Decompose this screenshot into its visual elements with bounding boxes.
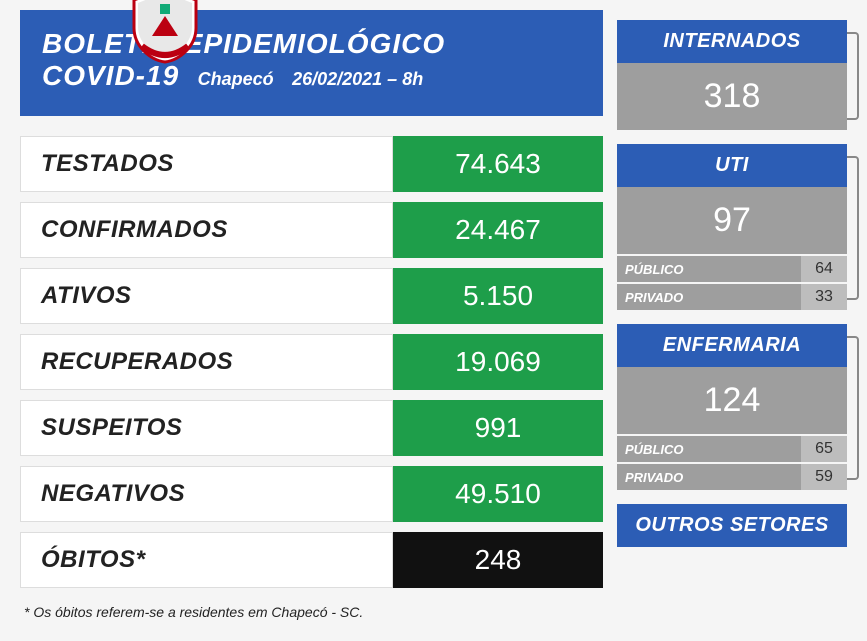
header-row2: COVID-19 Chapecó 26/02/2021 – 8h: [42, 60, 581, 92]
stat-label: ATIVOS: [20, 268, 393, 324]
uti-value: 97: [617, 187, 847, 254]
header-block: BOLETIM EPIDEMIOLÓGICO COVID-19 Chapecó …: [20, 10, 603, 116]
city-crest-icon: [130, 0, 200, 64]
stat-value: 991: [393, 400, 603, 456]
bracket-enfermaria: [847, 336, 859, 480]
stat-label: SUSPEITOS: [20, 400, 393, 456]
breakdown-value: 59: [801, 464, 847, 490]
breakdown-row: PRIVADO59: [617, 464, 847, 490]
breakdown-row: PRIVADO33: [617, 284, 847, 310]
header-title-line2: COVID-19: [42, 60, 179, 92]
right-column: INTERNADOS 318 UTI 97 PÚBLICO64PRIVADO33…: [617, 10, 847, 631]
stat-label: ÓBITOS*: [20, 532, 393, 588]
stat-value: 248: [393, 532, 603, 588]
enfermaria-block: ENFERMARIA 124 PÚBLICO65PRIVADO59: [617, 324, 847, 490]
breakdown-label: PÚBLICO: [617, 256, 801, 282]
stats-list: TESTADOS74.643CONFIRMADOS24.467ATIVOS5.1…: [20, 136, 603, 598]
header-datetime: 26/02/2021 – 8h: [292, 69, 423, 90]
stat-label: RECUPERADOS: [20, 334, 393, 390]
breakdown-label: PRIVADO: [617, 284, 801, 310]
breakdown-row: PÚBLICO64: [617, 256, 847, 282]
stat-row: TESTADOS74.643: [20, 136, 603, 192]
stat-row: NEGATIVOS49.510: [20, 466, 603, 522]
enfermaria-breakdown: PÚBLICO65PRIVADO59: [617, 436, 847, 490]
stat-value: 49.510: [393, 466, 603, 522]
enfermaria-value: 124: [617, 367, 847, 434]
bracket-uti: [847, 156, 859, 300]
stat-value: 24.467: [393, 202, 603, 258]
breakdown-label: PRIVADO: [617, 464, 801, 490]
footnote-text: * Os óbitos referem-se a residentes em C…: [20, 604, 603, 620]
breakdown-value: 33: [801, 284, 847, 310]
header-title-line1: BOLETIM EPIDEMIOLÓGICO: [42, 28, 581, 60]
bracket-internados: [847, 32, 859, 120]
uti-title: UTI: [617, 144, 847, 187]
stat-row: ATIVOS5.150: [20, 268, 603, 324]
bulletin-container: BOLETIM EPIDEMIOLÓGICO COVID-19 Chapecó …: [0, 0, 867, 641]
outros-block: OUTROS SETORES: [617, 504, 847, 547]
breakdown-value: 64: [801, 256, 847, 282]
outros-title: OUTROS SETORES: [617, 504, 847, 547]
stat-row: RECUPERADOS19.069: [20, 334, 603, 390]
stat-label: NEGATIVOS: [20, 466, 393, 522]
stat-value: 19.069: [393, 334, 603, 390]
breakdown-row: PÚBLICO65: [617, 436, 847, 462]
left-column: BOLETIM EPIDEMIOLÓGICO COVID-19 Chapecó …: [20, 10, 603, 631]
breakdown-value: 65: [801, 436, 847, 462]
stat-row: SUSPEITOS991: [20, 400, 603, 456]
breakdown-label: PÚBLICO: [617, 436, 801, 462]
stat-row: CONFIRMADOS24.467: [20, 202, 603, 258]
stat-label: CONFIRMADOS: [20, 202, 393, 258]
internados-value: 318: [617, 63, 847, 130]
internados-title: INTERNADOS: [617, 20, 847, 63]
stat-row: ÓBITOS*248: [20, 532, 603, 588]
uti-breakdown: PÚBLICO64PRIVADO33: [617, 256, 847, 310]
uti-block: UTI 97 PÚBLICO64PRIVADO33: [617, 144, 847, 310]
internados-block: INTERNADOS 318: [617, 20, 847, 130]
stat-value: 5.150: [393, 268, 603, 324]
header-city: Chapecó: [198, 69, 274, 90]
enfermaria-title: ENFERMARIA: [617, 324, 847, 367]
stat-label: TESTADOS: [20, 136, 393, 192]
stat-value: 74.643: [393, 136, 603, 192]
